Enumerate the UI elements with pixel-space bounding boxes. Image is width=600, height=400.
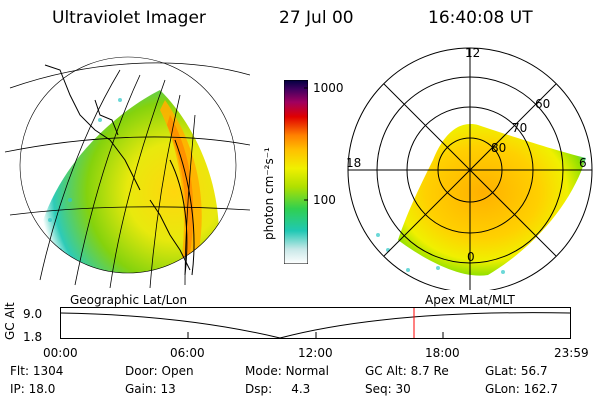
status-dsp-label: Dsp:	[245, 382, 273, 396]
status-flt: Flt: 1304	[10, 364, 63, 378]
status-door: Door: Open	[125, 364, 194, 378]
geographic-image	[20, 57, 236, 273]
timeline-title-apex: Apex MLat/MLT	[425, 293, 515, 307]
mlt-label-18: 18	[346, 156, 362, 170]
mlat-label-70: 70	[512, 121, 528, 135]
mlat-label-80: 80	[491, 141, 507, 155]
latlon-grid	[4, 62, 250, 289]
status-dsp: Dsp: 4.3	[245, 382, 310, 396]
timeline-ytick-low: 1.8	[23, 330, 43, 344]
status-flt-label: Flt:	[10, 364, 29, 378]
instrument-title: Ultraviolet Imager	[52, 8, 206, 28]
status-glon-value: 162.7	[523, 382, 558, 396]
status-glat: GLat: 56.7	[485, 364, 548, 378]
coastlines	[44, 64, 195, 276]
timeline-ytick-high: 9.0	[23, 307, 43, 321]
mlt-label-12: 12	[465, 46, 481, 60]
status-dsp-value: 4.3	[291, 382, 311, 396]
status-door-label: Door:	[125, 364, 158, 378]
mlt-label-6: 6	[579, 156, 587, 170]
timeline-axis-label: GC Alt	[3, 302, 17, 340]
status-glat-value: 56.7	[520, 364, 548, 378]
timeline-title-geographic: Geographic Lat/Lon	[70, 293, 188, 307]
timeline-xtick-2359: 23:59	[554, 346, 589, 360]
status-gcalt-label: GC Alt:	[365, 364, 407, 378]
status-gain-value: 13	[160, 382, 176, 396]
colorbar-tick-1000: 1000	[313, 81, 344, 95]
status-door-value: Open	[161, 364, 194, 378]
status-mode-label: Mode:	[245, 364, 282, 378]
timeline-xtick-1800: 18:00	[425, 346, 460, 360]
status-ip: IP: 18.0	[10, 382, 55, 396]
status-ip-value: 18.0	[28, 382, 56, 396]
altitude-timeline-plot	[60, 307, 571, 339]
date-label: 27 Jul 00	[279, 8, 354, 28]
polar-mlat-mlt-plot	[347, 47, 593, 290]
status-seq-value: 30	[395, 382, 411, 396]
status-ip-label: IP:	[10, 382, 25, 396]
status-seq-label: Seq:	[365, 382, 392, 396]
status-gcalt: GC Alt: 8.7 Re	[365, 364, 449, 378]
status-seq: Seq: 30	[365, 382, 411, 396]
status-gain-label: Gain:	[125, 382, 157, 396]
colorbar-unit-label: photon cm⁻²s⁻¹	[262, 147, 276, 240]
mlat-label-60: 60	[535, 97, 551, 111]
timeline-xtick-0000: 00:00	[43, 346, 78, 360]
colorbar	[284, 80, 308, 264]
colorbar-tick-100: 100	[313, 193, 336, 207]
mlt-label-0: 0	[467, 250, 475, 264]
polar-auroral-oval	[398, 124, 586, 276]
geographic-aurora-map	[4, 56, 250, 289]
status-glat-label: GLat:	[485, 364, 518, 378]
timeline-xtick-1200: 12:00	[298, 346, 333, 360]
status-glon: GLon: 162.7	[485, 382, 558, 396]
status-mode: Mode: Normal	[245, 364, 329, 378]
polar-grid	[347, 47, 593, 290]
map-limb	[19, 56, 237, 274]
status-mode-value: Normal	[285, 364, 329, 378]
status-gain: Gain: 13	[125, 382, 176, 396]
timeline-xtick-0600: 06:00	[170, 346, 205, 360]
status-flt-value: 1304	[32, 364, 64, 378]
altitude-curve	[60, 312, 571, 339]
time-label: 16:40:08 UT	[428, 8, 533, 28]
status-gcalt-value: 8.7 Re	[410, 364, 449, 378]
status-glon-label: GLon:	[485, 382, 520, 396]
